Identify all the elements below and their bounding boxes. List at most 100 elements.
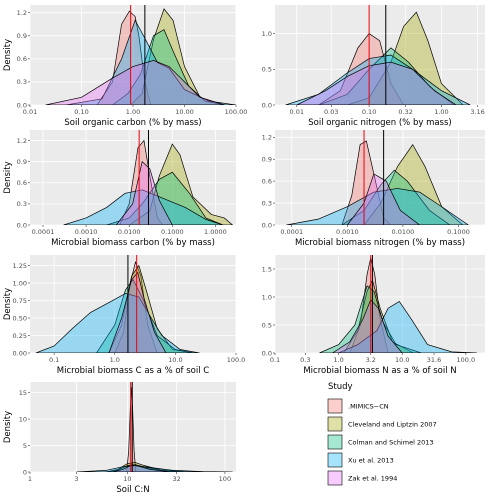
density-area-0 [96,10,151,105]
x-tick-label: 1.00 [434,108,448,116]
y-tick-label: 0.00 [13,349,27,357]
x-tick-label: 0.0100 [118,228,141,236]
x-tick-label: 32 [173,475,181,483]
x-axis-label: Microbial biomass C as a % of soil C [57,366,210,376]
y-tick-label: 1.25 [13,262,27,270]
density-areas [63,130,234,225]
panels: 0.01 0.10 1.00 10.00 100.000.00.30.60.91.2So… [3,5,485,495]
y-tick-label: 1.2 [262,134,272,142]
density-panel: 0.1 0.3 1.0 3.2 10.0 31.6 100.0 0.0 0.5 1.0 1.5 Mic… [262,255,485,376]
x-tick-label: 10.0 [395,356,409,364]
density-area-4 [296,61,457,105]
y-tick-label: 0.6 [262,177,272,185]
panel-background [275,255,485,353]
y-tick-label: 15 [19,389,27,397]
y-tick-label: 0.25 [13,332,27,340]
x-tick-label: 1.0000 [204,228,227,236]
x-tick-label: 0.32 [398,108,412,116]
x-tick-label: 0.0010 [75,228,98,236]
density-areas [286,130,469,225]
density-area-3 [63,189,224,225]
density-area-2 [341,169,451,225]
density-area-4 [45,60,225,105]
density-area-4 [108,271,167,353]
x-tick-label: 0.0100 [392,228,415,236]
y-tick-label: 0.5 [262,66,272,74]
y-tick-label: 10 [19,415,27,423]
y-tick-label: 0.0 [17,221,27,229]
legend-key-0 [327,398,343,414]
x-tick-label: 10 [123,475,131,483]
legend-key-3 [327,452,343,468]
y-tick-label: 0.0 [17,101,27,109]
x-tick-label: 100.00 [225,108,248,116]
density-areas [285,5,471,105]
density-areas [35,255,200,353]
density-area-3 [76,465,233,472]
x-tick-label: 0.01 [23,108,37,116]
y-axis-label: Density [3,161,13,193]
x-axis-label: Microbial biomass N as a % of soil N [303,366,456,376]
density-area-2 [111,29,225,105]
y-tick-label: 0.3 [17,78,27,86]
density-area-2 [96,278,194,353]
x-tick-label: 0.1 [270,356,280,364]
y-tick-label: 0.9 [262,156,272,164]
x-axis-label: Microbial biomass nitrogen (% by mass) [295,238,465,248]
x-tick-label: 1.00 [126,108,140,116]
y-tick-label: 0.0 [262,101,272,109]
y-axis-label: Density [3,39,13,71]
x-tick-label: 100.0 [457,356,476,364]
y-tick-label: 0.9 [17,158,27,166]
y-tick-label: 0.6 [17,179,27,187]
density-area-3 [338,301,478,353]
y-tick-label: 1.0 [262,293,272,301]
density-area-0 [341,140,392,225]
density-panel: 0.0001 0.0010 0.0100 0.1000 0.0 0.3 0.6 0.9 1.2 M… [262,130,485,248]
density-areas [76,382,233,472]
density-area-4 [115,161,173,225]
legend-label-1: Cleveland and Liptzin 2007 [348,421,437,429]
y-tick-label: 1.5 [262,265,272,273]
x-tick-label: 0.10 [362,108,376,116]
density-area-4 [331,299,403,353]
density-area-3 [35,293,200,353]
legend-key-4 [327,470,343,486]
density-area-3 [65,19,236,105]
x-tick-label: 0.1000 [161,228,184,236]
x-tick-label: 3.16 [470,108,484,116]
y-tick-label: 0.3 [262,199,272,207]
x-tick-label: 1.0 [110,356,120,364]
x-tick-label: 0.01 [290,108,304,116]
y-tick-label: 0.75 [13,297,27,305]
density-area-3 [286,188,469,225]
legend-items: .MIMICS−CN Cleveland and Liptzin 2007 Colm… [327,398,437,486]
x-tick-label: 0.3 [300,356,310,364]
density-area-2 [318,47,455,105]
y-tick-label: 0.0 [262,349,272,357]
x-tick-label: 0.1 [49,356,59,364]
density-panel: 1 3 10 32 100 0 5 10 15 Soil C:N Density [3,382,236,495]
density-panel: 0.0001 0.0010 0.0100 0.1000 1.0000 0.0 0.3 0.6 0… [3,130,236,248]
x-tick-label: 0.1000 [447,228,470,236]
x-tick-label: 0.0010 [336,228,359,236]
y-tick-label: 1.2 [17,9,27,17]
density-panel: 0.01 0.03 0.10 0.32 1.00 3.16 0.0 0.5 1.0 Soil or… [262,5,485,128]
legend: Study .MIMICS−CN Cleveland and Liptzin 20… [327,382,437,486]
y-tick-label: 1.00 [13,279,27,287]
panel-background [275,5,485,105]
y-tick-label: 0 [23,468,27,476]
x-axis-label: Soil C:N [116,485,149,495]
x-tick-label: 3.2 [366,356,376,364]
y-tick-label: 0.5 [262,321,272,329]
density-area-1 [343,279,414,353]
x-tick-label: 3 [74,475,78,483]
density-areas [319,255,478,353]
x-tick-label: 0.10 [74,108,88,116]
x-tick-label: 10.00 [175,108,194,116]
x-tick-label: 0.0001 [32,228,55,236]
density-panel: 0.01 0.10 1.00 10.00 100.00 0.0 0.3 0.6 0.9 1.2 So… [3,5,247,128]
x-tick-label: 0.0001 [280,228,303,236]
density-panel: 0.1 1.0 10.0 100.0 0.00 0.25 0.50 0.75 1.00 1.25 M… [3,255,245,376]
